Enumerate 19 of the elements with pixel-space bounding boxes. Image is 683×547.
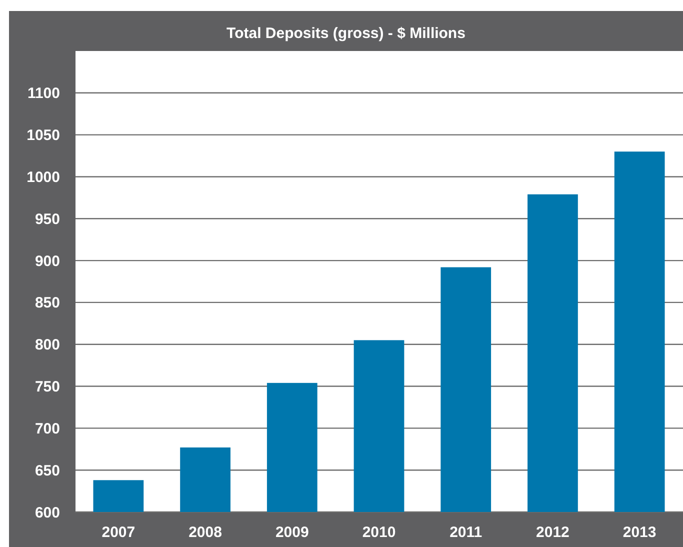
y-tick-label: 900 <box>34 252 60 270</box>
y-tick-label: 750 <box>34 378 60 396</box>
y-tick-label: 1000 <box>26 168 60 186</box>
y-tick-label: 700 <box>34 420 60 438</box>
y-tick-label: 1100 <box>27 85 60 102</box>
y-tick-label: 850 <box>34 294 60 312</box>
y-tick-label: 1050 <box>26 127 60 144</box>
x-tick-label: 2009 <box>275 524 309 541</box>
x-tick-label: 2011 <box>450 524 482 541</box>
y-tick-label: 650 <box>34 462 60 480</box>
y-tick-label: 950 <box>34 210 60 228</box>
y-tick-label: 800 <box>34 336 60 354</box>
x-tick-label: 2012 <box>536 524 570 541</box>
x-tick-label: 2007 <box>102 524 136 541</box>
chart-title: Total Deposits (gross) - $ Millions <box>226 25 466 42</box>
y-tick-label: 600 <box>34 504 60 522</box>
x-tick-label: 2008 <box>188 524 222 541</box>
x-tick-label: 2010 <box>362 524 396 541</box>
x-tick-label: 2013 <box>622 524 656 541</box>
